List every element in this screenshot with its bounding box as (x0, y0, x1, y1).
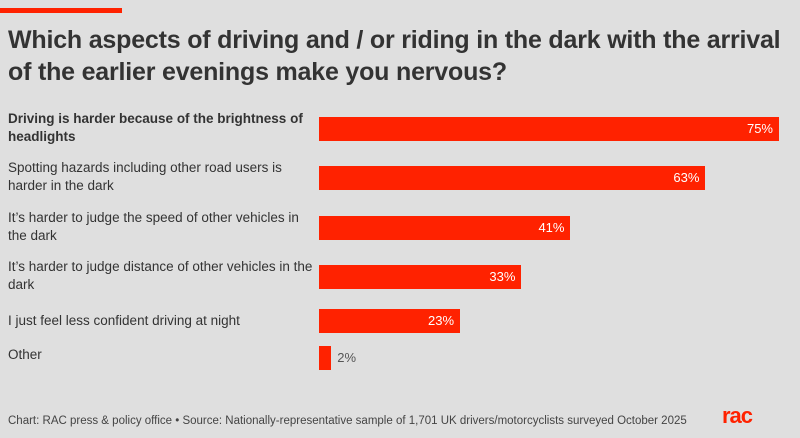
bar (319, 216, 571, 240)
chart-title: Which aspects of driving and / or riding… (8, 26, 781, 86)
accent-bar (0, 8, 122, 13)
category-label: It’s harder to judge distance of other v… (8, 259, 313, 292)
category-label: It’s harder to judge the speed of other … (8, 210, 299, 243)
value-label: 41% (538, 220, 565, 235)
bar (319, 346, 332, 370)
category-label: Spotting hazards including other road us… (8, 160, 282, 193)
category-label: I just feel less confident driving at ni… (8, 313, 240, 328)
category-label: Other (8, 347, 42, 362)
value-label: 33% (489, 269, 516, 284)
value-label: 63% (673, 170, 700, 185)
rac-logo: rac (722, 403, 753, 428)
bar (319, 117, 779, 141)
value-label: 2% (337, 350, 357, 365)
bar (319, 265, 522, 289)
category-label: Driving is harder because of the brightn… (8, 111, 303, 144)
bar (319, 166, 706, 190)
chart-footer: Chart: RAC press & policy office • Sourc… (8, 415, 687, 427)
value-label: 75% (746, 121, 773, 136)
bar (319, 309, 461, 333)
value-label: 23% (428, 313, 455, 328)
